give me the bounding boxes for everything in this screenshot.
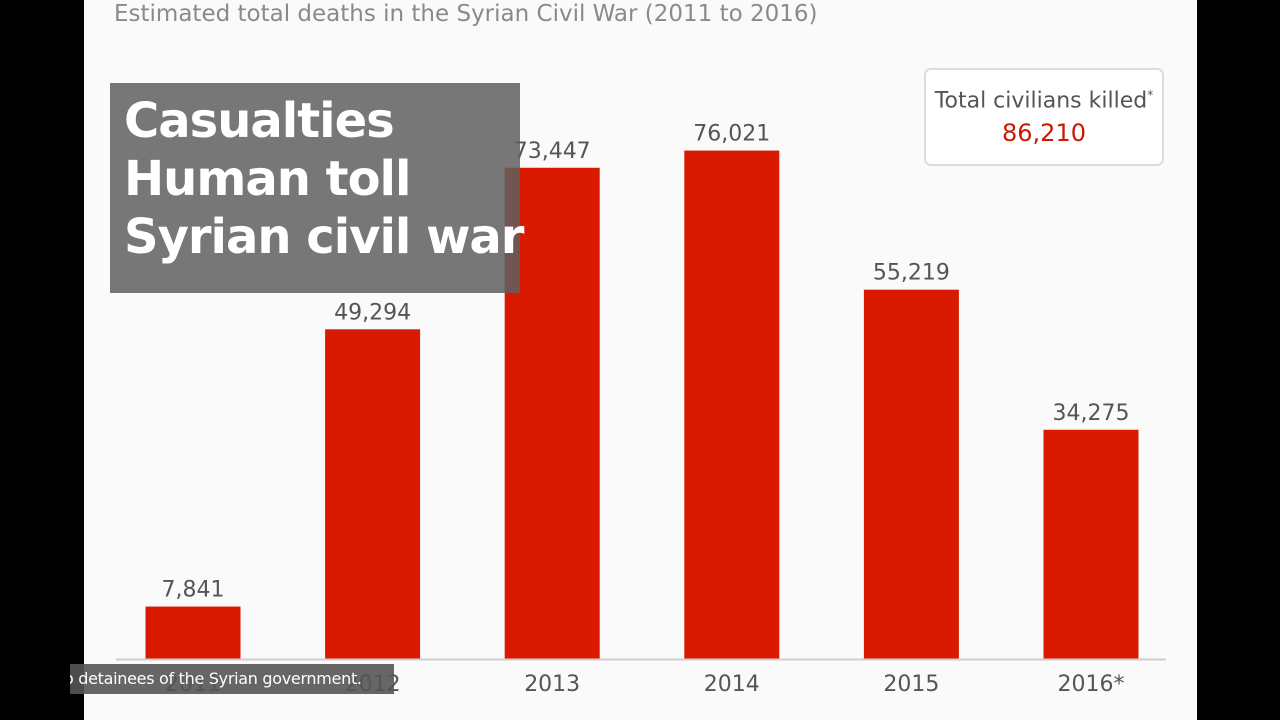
x-tick-label-2016: 2016* [1058, 672, 1125, 697]
overlay-line-2: Human toll [124, 151, 411, 207]
value-label-2012: 49,294 [334, 300, 411, 325]
total-civilians-value: 86,210 [1002, 119, 1086, 148]
value-label-2015: 55,219 [873, 261, 950, 286]
asterisk: * [1147, 88, 1154, 102]
value-label-2014: 76,021 [693, 122, 770, 147]
chart-panel: 7,841201149,294201273,447201376,02120145… [84, 0, 1197, 720]
overlay-line-1: Casualties [124, 93, 395, 149]
total-civilians-label: Total civilians killed* [934, 88, 1154, 114]
value-label-2013: 73,447 [514, 139, 591, 164]
subtitle-text: o detainees of the Syrian government. [70, 669, 362, 688]
bar-2011 [145, 606, 241, 659]
bar-2014 [684, 150, 780, 660]
value-label-2011: 7,841 [162, 578, 225, 603]
x-tick-label-2014: 2014 [704, 672, 760, 697]
subtitle-bar: o detainees of the Syrian government. [70, 664, 394, 694]
x-tick-label-2013: 2013 [524, 672, 580, 697]
x-tick-label-2015: 2015 [883, 672, 939, 697]
bar-chart: 7,841201149,294201273,447201376,02120145… [116, 122, 1166, 697]
overlay-line-3: Syrian civil war [124, 209, 524, 265]
chart-title: Estimated total deaths in the Syrian Civ… [114, 1, 818, 27]
bar-2013 [504, 167, 600, 660]
title-overlay: Casualties Human toll Syrian civil war [110, 83, 524, 293]
value-label-2016: 34,275 [1053, 401, 1130, 426]
bar-2012 [325, 329, 421, 659]
total-civilians-box: Total civilians killed* 86,210 [924, 68, 1164, 166]
bar-2016 [1043, 429, 1139, 659]
bar-2015 [863, 289, 959, 659]
